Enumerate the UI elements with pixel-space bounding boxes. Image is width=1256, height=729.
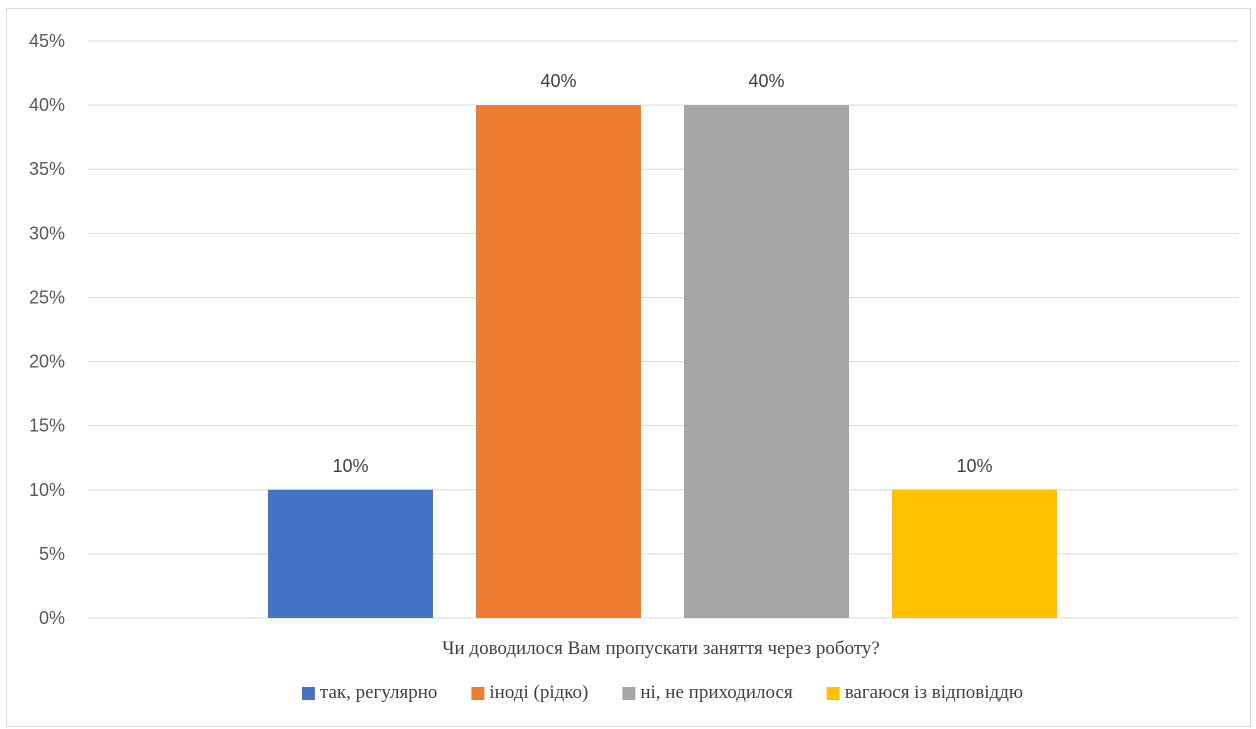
legend-item: так, регулярно <box>301 682 437 703</box>
y-tick-label: 15% <box>29 416 65 436</box>
data-label: 10% <box>332 456 368 476</box>
legend-item: вагаюся із відповіддю <box>826 682 1023 703</box>
y-tick-label: 5% <box>39 544 65 564</box>
legend-swatch <box>471 687 485 700</box>
y-axis-ticks: 0% 5% 10% 15% 20% 25% 30% 35% 40% 45% <box>29 31 65 628</box>
y-tick-label: 20% <box>29 352 65 372</box>
legend-swatch <box>622 687 636 700</box>
legend-label: іноді (рідко) <box>489 682 588 703</box>
legend-label: ні, не приходилося <box>640 682 793 703</box>
bars <box>268 105 1057 619</box>
bar <box>892 489 1057 618</box>
data-label: 40% <box>540 71 576 91</box>
y-tick-label: 40% <box>29 95 65 115</box>
bar <box>268 489 433 618</box>
y-tick-label: 10% <box>29 480 65 500</box>
y-tick-label: 45% <box>29 31 65 51</box>
gridlines <box>88 40 1238 619</box>
legend-swatch <box>826 687 840 700</box>
legend-item: ні, не приходилося <box>622 682 793 703</box>
y-tick-label: 30% <box>29 223 65 243</box>
data-label: 10% <box>956 456 992 476</box>
bar <box>684 105 849 619</box>
legend-item: іноді (рідко) <box>471 682 588 703</box>
legend: так, регулярно іноді (рідко) ні, не приход… <box>301 682 1023 703</box>
bar <box>476 105 641 619</box>
legend-swatch <box>301 687 315 700</box>
x-axis-title: Чи доводилося Вам пропускати заняття чер… <box>442 638 880 659</box>
y-tick-label: 25% <box>29 287 65 307</box>
legend-label: вагаюся із відповіддю <box>845 682 1023 703</box>
data-label: 40% <box>748 71 784 91</box>
y-tick-label: 0% <box>39 608 65 628</box>
legend-label: так, регулярно <box>320 682 437 703</box>
y-tick-label: 35% <box>29 159 65 179</box>
data-labels: 10% 40% 40% 10% <box>332 71 992 476</box>
